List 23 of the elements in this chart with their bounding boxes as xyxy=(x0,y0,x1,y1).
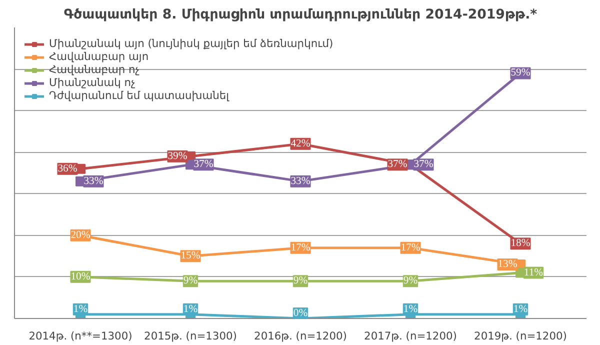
x-tick-label: 2019թ. (n=1200) xyxy=(474,330,567,342)
legend-label: Հավանաբար այո xyxy=(49,50,149,63)
data-label: 39% xyxy=(168,150,188,162)
data-label: 37% xyxy=(414,159,434,170)
data-label: 9% xyxy=(293,276,308,287)
x-tick-label: 2015թ. (n=1300) xyxy=(144,330,237,342)
data-label: 11% xyxy=(524,267,544,278)
legend-label: Դժվարանում եմ պատասխանել xyxy=(49,89,229,102)
data-label: 36% xyxy=(58,163,78,174)
data-label: 9% xyxy=(403,276,418,287)
data-label: 13% xyxy=(498,258,518,270)
data-label: 37% xyxy=(194,159,214,170)
x-tick-label: 2014թ. (n**=1300) xyxy=(28,330,132,342)
legend-label: Հավանաբար ոչ xyxy=(49,63,140,76)
data-label: 37% xyxy=(388,159,408,170)
data-label: 0% xyxy=(293,308,308,319)
legend-label: Միանշանակ այո (նույնիսկ քայլեր եմ ձեռնարկում) xyxy=(49,37,334,50)
data-label: 33% xyxy=(84,176,104,187)
legend-label: Միանշանակ ոչ xyxy=(49,76,136,89)
data-label: 9% xyxy=(183,276,198,287)
x-tick-label: 2017թ. (n=1200) xyxy=(364,330,457,342)
chart-title: Գծապատկեր 8. Միգրացիոն տրամադրություններ 2014-2019թթ.* xyxy=(64,8,538,22)
x-tick-label: 2016թ. (n=1200) xyxy=(254,330,347,342)
